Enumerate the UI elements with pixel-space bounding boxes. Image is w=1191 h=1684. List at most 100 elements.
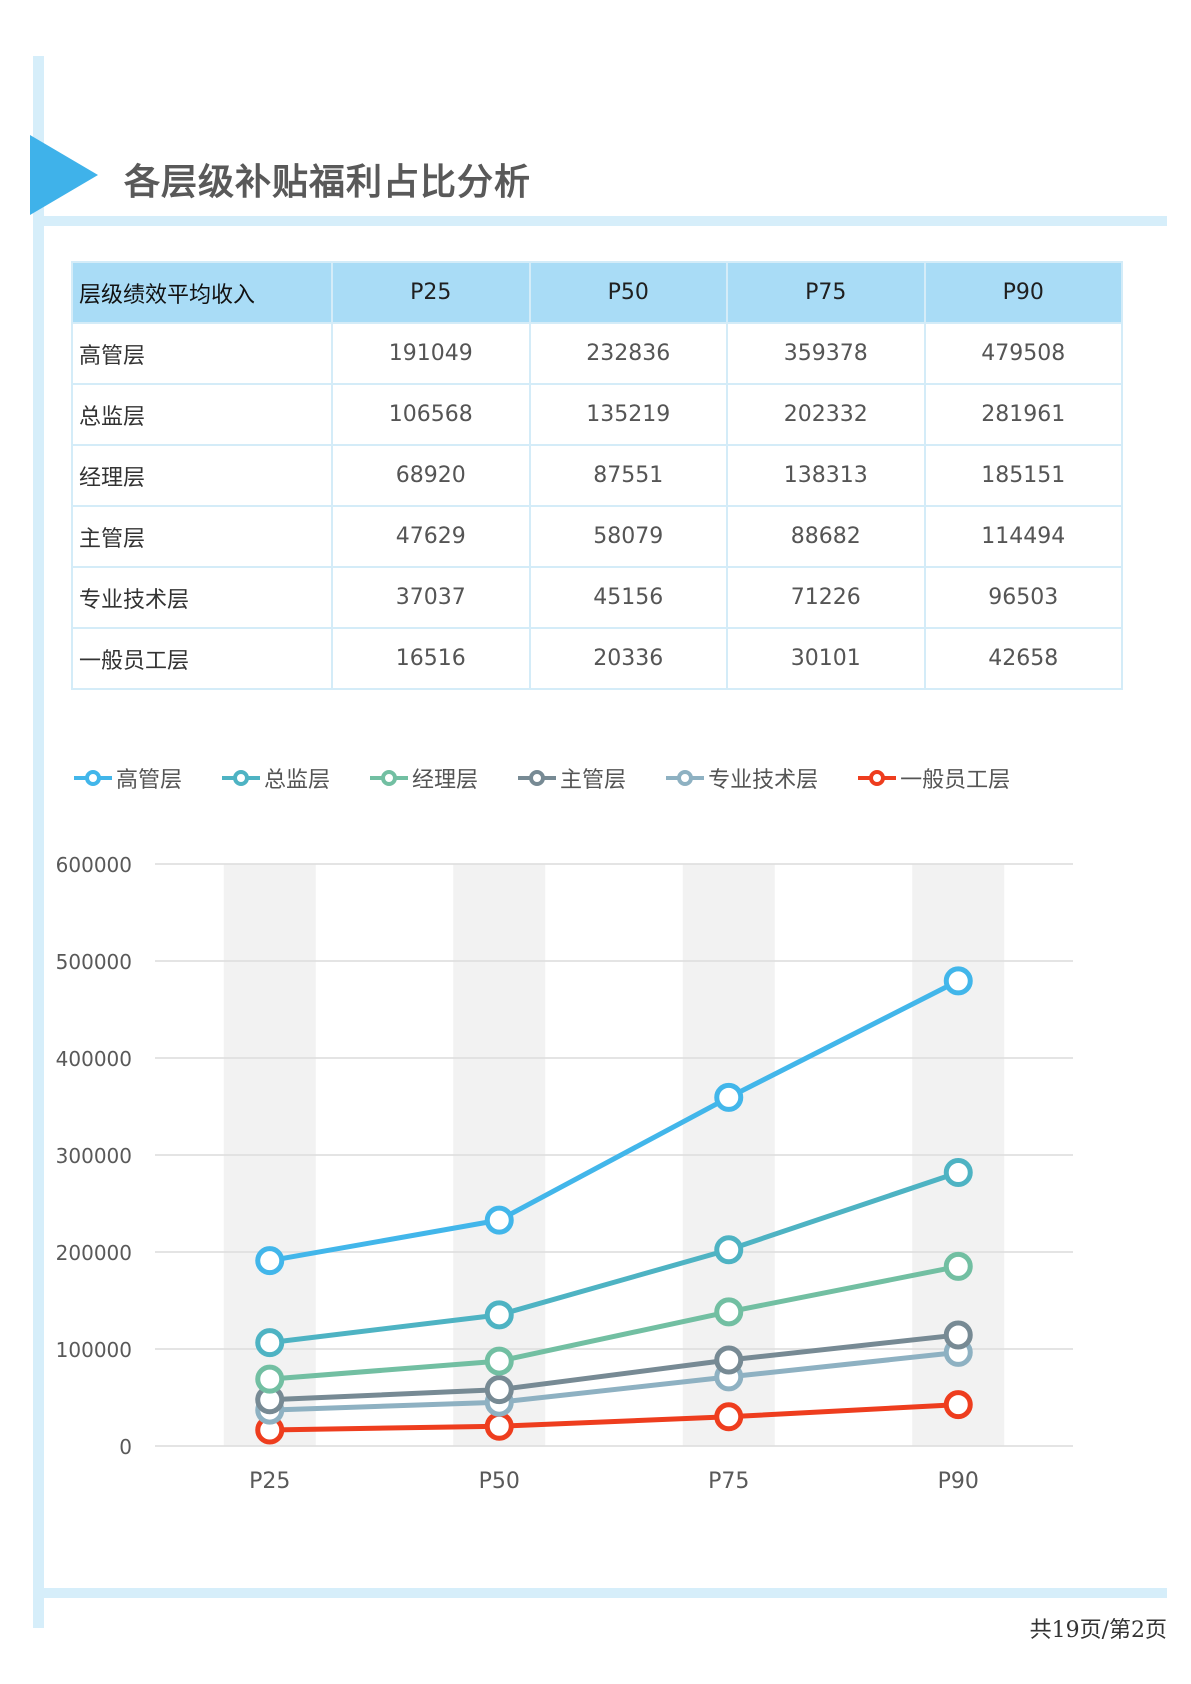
- data-point: [714, 1402, 744, 1432]
- y-tick-label: 600000: [56, 853, 132, 877]
- series-line: [269, 1263, 959, 1382]
- table-cell: 479508: [923, 322, 1123, 385]
- table-cell: 191049: [331, 322, 531, 385]
- data-point: [484, 1300, 514, 1330]
- table-header-cell: P75: [726, 261, 926, 324]
- table-header-cell: P50: [528, 261, 728, 324]
- y-tick-label: 400000: [56, 1047, 132, 1071]
- series-line: [269, 1332, 959, 1403]
- data-point: [484, 1411, 514, 1441]
- series-line: [269, 1170, 960, 1346]
- table-header-row: 层级绩效平均收入 P25 P50 P75 P90: [71, 261, 1123, 324]
- page-title: 各层级补贴福利占比分析: [124, 162, 532, 203]
- title-underline: [44, 216, 1167, 226]
- table-row: 高管层 191049 232836 359378 479508: [71, 322, 1123, 385]
- table-cell: 42658: [923, 627, 1123, 690]
- data-point: [255, 1246, 285, 1276]
- table-cell: 37037: [331, 566, 531, 629]
- table-cell: 一般员工层: [71, 627, 333, 690]
- data-point: [943, 1390, 973, 1420]
- legend-item: 高管层: [72, 762, 182, 794]
- title-triangle-icon: [30, 135, 98, 215]
- legend-label: 主管层: [560, 768, 627, 793]
- y-tick-label: 500000: [56, 950, 132, 974]
- table-cell: 185151: [923, 444, 1123, 507]
- data-point: [484, 1205, 514, 1235]
- series-line: [269, 978, 960, 1264]
- table-cell: 20336: [528, 627, 728, 690]
- line-chart: 0 100000 200000 300000 400000 500000 600000 P25…: [56, 853, 1073, 1494]
- table-cell: 88682: [726, 505, 926, 568]
- x-tick-label: P25: [249, 1469, 290, 1494]
- y-tick-label: 0: [119, 1435, 132, 1459]
- table-cell: 47629: [331, 505, 531, 568]
- data-point: [714, 1235, 744, 1265]
- x-tick-label: P75: [708, 1469, 749, 1494]
- table-cell: 58079: [528, 505, 728, 568]
- table-cell: 232836: [528, 322, 728, 385]
- table-cell: 135219: [528, 383, 728, 446]
- data-point: [714, 1082, 744, 1112]
- table-cell: 138313: [726, 444, 926, 507]
- left-accent-bar: [33, 56, 44, 1628]
- y-tick-label: 200000: [56, 1241, 132, 1265]
- x-tick-label: P90: [938, 1469, 979, 1494]
- table-cell: 专业技术层: [71, 566, 333, 629]
- x-tick-label: P50: [479, 1469, 520, 1494]
- table-cell: 106568: [331, 383, 531, 446]
- table-cell: 281961: [923, 383, 1123, 446]
- table-cell: 68920: [331, 444, 531, 507]
- table-row: 总监层 106568 135219 202332 281961: [71, 383, 1123, 446]
- legend-label: 高管层: [116, 768, 183, 793]
- income-table: 层级绩效平均收入 P25 P50 P75 P90 高管层 191049 2328…: [71, 261, 1123, 690]
- table-cell: 96503: [923, 566, 1123, 629]
- data-point: [484, 1375, 514, 1405]
- table-header-cell: P25: [331, 261, 531, 324]
- table-cell: 30101: [726, 627, 926, 690]
- table-cell: 总监层: [71, 383, 333, 446]
- data-point: [484, 1346, 514, 1376]
- table-cell: 87551: [528, 444, 728, 507]
- table-header-cell: 层级绩效平均收入: [71, 261, 333, 324]
- table-cell: 高管层: [71, 322, 333, 385]
- data-point: [943, 1251, 973, 1281]
- y-tick-label: 100000: [56, 1338, 132, 1362]
- series-line: [269, 1349, 959, 1413]
- table-cell: 359378: [726, 322, 926, 385]
- series-line: [269, 1402, 959, 1433]
- legend-marker-icon: [370, 770, 409, 786]
- data-point: [943, 966, 973, 996]
- table-row: 主管层 47629 58079 88682 114494: [71, 505, 1123, 568]
- table-row: 经理层 68920 87551 138313 185151: [71, 444, 1123, 507]
- table-cell: 经理层: [71, 444, 333, 507]
- footer-rule: [44, 1588, 1167, 1598]
- legend-marker-icon: [222, 770, 261, 786]
- table-row: 一般员工层 16516 20336 30101 42658: [71, 627, 1123, 690]
- data-point: [714, 1345, 744, 1375]
- table-cell: 114494: [923, 505, 1123, 568]
- table-header-cell: P90: [923, 261, 1123, 324]
- legend-marker-icon: [518, 770, 557, 786]
- data-point: [943, 1157, 973, 1187]
- data-point: [255, 1328, 285, 1358]
- legend-item: 一般员工层: [856, 762, 1010, 794]
- table-cell: 主管层: [71, 505, 333, 568]
- legend-marker-icon: [74, 770, 112, 786]
- table-cell: 202332: [726, 383, 926, 446]
- legend-label: 专业技术层: [708, 768, 819, 793]
- legend-item: 经理层: [368, 762, 478, 794]
- table-cell: 16516: [331, 627, 531, 690]
- legend-item: 主管层: [516, 762, 626, 794]
- data-point: [943, 1320, 973, 1350]
- legend-marker-icon: [666, 770, 705, 786]
- legend-label: 经理层: [412, 768, 479, 793]
- y-tick-label: 300000: [56, 1144, 132, 1168]
- chart-legend: 高管层 总监层 经理层 主管层 专业技术层 一般员工层: [72, 763, 1132, 793]
- legend-item: 总监层: [220, 762, 330, 794]
- table-cell: 71226: [726, 566, 926, 629]
- data-point: [255, 1364, 285, 1394]
- legend-marker-icon: [858, 770, 897, 786]
- legend-item: 专业技术层: [664, 762, 818, 794]
- data-point: [714, 1297, 744, 1327]
- page-number: 共19页/第2页: [1029, 1618, 1167, 1643]
